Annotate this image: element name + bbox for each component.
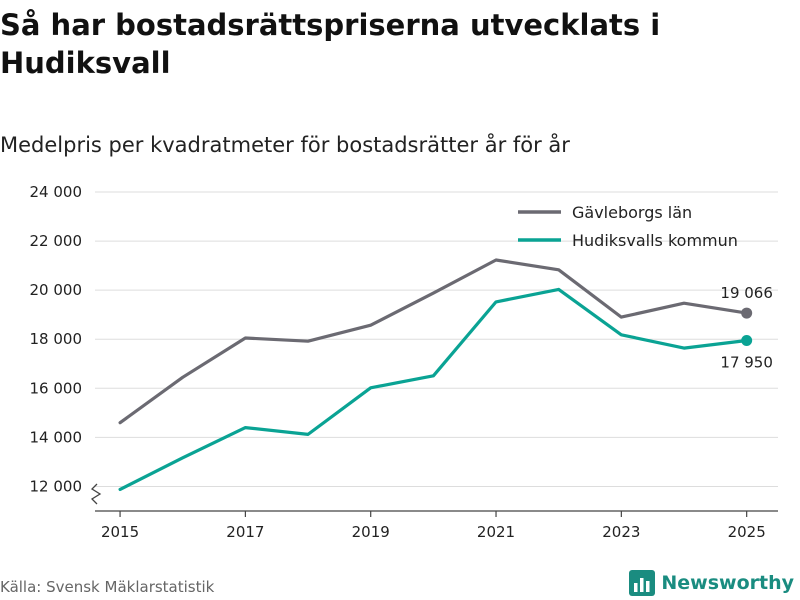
series-end-point (741, 307, 753, 319)
series-end-point (741, 334, 753, 346)
axis-break-mark (90, 483, 102, 505)
series-end-label: 19 066 (720, 284, 773, 302)
y-tick-label: 14 000 (30, 428, 83, 446)
chart-subtitle: Medelpris per kvadratmeter för bostadsrä… (0, 133, 570, 157)
y-tick-label: 22 000 (30, 232, 83, 250)
x-axis (90, 483, 778, 512)
y-tick-label: 12 000 (30, 477, 83, 495)
newsworthy-logo-icon (629, 570, 656, 596)
x-axis-ticks: 2015 2017 2019 2021 2023 2025 (101, 511, 766, 541)
legend: Gävleborgs län Hudiksvalls kommun (518, 203, 738, 250)
y-axis-ticks: 12 000 14 000 16 000 18 000 20 000 22 000 24 0… (30, 183, 83, 495)
x-tick-label: 2025 (728, 523, 766, 541)
x-tick-label: 2017 (226, 523, 264, 541)
brand-logo: Newsworthy (629, 570, 794, 596)
x-tick-label: 2023 (602, 523, 640, 541)
y-tick-label: 20 000 (30, 281, 83, 299)
legend-label: Hudiksvalls kommun (572, 231, 738, 250)
series-end-label: 17 950 (720, 353, 773, 371)
y-tick-label: 24 000 (30, 183, 83, 201)
series-line (118, 258, 749, 425)
brand-name: Newsworthy (661, 572, 794, 594)
series-line (118, 287, 749, 491)
y-tick-label: 16 000 (30, 379, 83, 397)
source-note: Källa: Svensk Mäklarstatistik (0, 578, 215, 596)
x-tick-label: 2015 (101, 523, 139, 541)
chart-title: Så har bostadsrättspriserna utvecklats i… (0, 8, 661, 80)
legend-label: Gävleborgs län (572, 203, 692, 222)
x-tick-label: 2021 (477, 523, 515, 541)
x-tick-label: 2019 (352, 523, 390, 541)
y-tick-label: 18 000 (30, 330, 83, 348)
series-lines: 19 066 17 950 (118, 258, 773, 491)
